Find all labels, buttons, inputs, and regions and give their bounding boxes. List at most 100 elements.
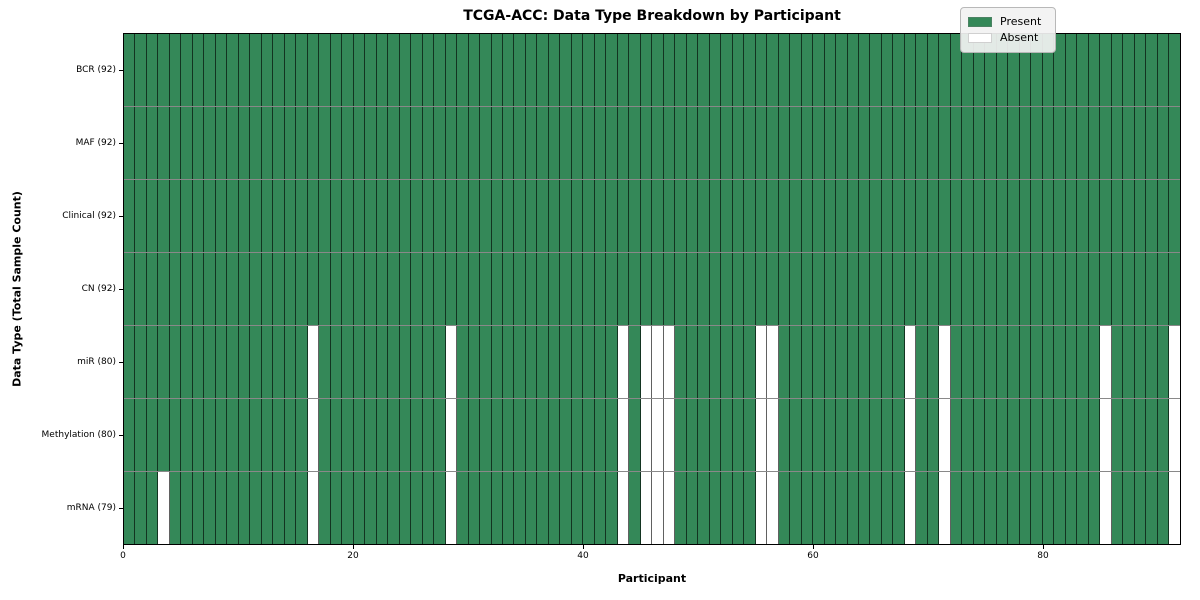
heatmap-cell	[146, 107, 159, 179]
heatmap-cell	[1065, 107, 1078, 179]
heatmap-cell	[824, 326, 837, 398]
heatmap-cell	[962, 472, 974, 544]
heatmap-cell	[376, 472, 389, 544]
heatmap-cell	[755, 399, 768, 471]
heatmap-cell	[353, 326, 366, 398]
heatmap-cell	[422, 399, 435, 471]
heatmap-cell	[319, 326, 331, 398]
heatmap-cell	[1169, 326, 1180, 398]
heatmap-cell	[675, 107, 687, 179]
heatmap-cell	[629, 326, 641, 398]
heatmap-cell	[273, 472, 285, 544]
heatmap-row	[124, 180, 1180, 253]
heatmap-cell	[135, 472, 147, 544]
heatmap-cell	[1100, 180, 1112, 252]
heatmap-cell	[135, 34, 147, 106]
heatmap-cell	[1054, 399, 1066, 471]
y-tick-mark	[119, 142, 123, 144]
heatmap-cell	[1031, 34, 1043, 106]
heatmap-cell	[158, 34, 170, 106]
heatmap-cell	[571, 326, 584, 398]
heatmap-cell	[1065, 399, 1078, 471]
heatmap-cell	[1134, 107, 1147, 179]
heatmap-cell	[1169, 399, 1180, 471]
heatmap-cell	[124, 34, 136, 106]
heatmap-cell	[732, 472, 745, 544]
heatmap-cell	[606, 253, 618, 325]
heatmap-cell	[548, 399, 561, 471]
heatmap-cell	[950, 253, 963, 325]
heatmap-cell	[457, 107, 469, 179]
heatmap-cell	[388, 472, 400, 544]
heatmap-cell	[1065, 253, 1078, 325]
heatmap-cell	[1134, 180, 1147, 252]
x-tick-label: 40	[577, 551, 589, 561]
heatmap-cell	[445, 399, 458, 471]
heatmap-cell	[273, 180, 285, 252]
heatmap-cell	[652, 326, 664, 398]
heatmap-cell	[261, 326, 274, 398]
heatmap-cell	[583, 472, 595, 544]
heatmap-cell	[950, 399, 963, 471]
heatmap-cell	[342, 326, 354, 398]
heatmap-cell	[767, 107, 779, 179]
heatmap-cell	[1019, 34, 1032, 106]
heatmap-cell	[1088, 107, 1101, 179]
heatmap-cell	[996, 34, 1009, 106]
heatmap-cell	[560, 107, 572, 179]
heatmap-cell	[594, 107, 607, 179]
heatmap-cell	[985, 107, 997, 179]
heatmap-cell	[778, 180, 791, 252]
heatmap-cell	[158, 472, 170, 544]
heatmap-cell	[1008, 180, 1020, 252]
heatmap-cell	[663, 326, 676, 398]
heatmap-cell	[146, 34, 159, 106]
heatmap-cell	[215, 107, 228, 179]
heatmap-cell	[606, 326, 618, 398]
y-tick-mark	[119, 289, 123, 290]
heatmap-cell	[973, 34, 986, 106]
heatmap-cell	[950, 180, 963, 252]
heatmap-cell	[204, 253, 216, 325]
heatmap-cell	[422, 472, 435, 544]
heatmap-cell	[1054, 34, 1066, 106]
heatmap-cell	[124, 107, 136, 179]
heatmap-cell	[548, 34, 561, 106]
heatmap-cell	[296, 34, 308, 106]
heatmap-cell	[319, 34, 331, 106]
heatmap-cell	[204, 180, 216, 252]
heatmap-cell	[1100, 472, 1112, 544]
heatmap-cell	[457, 326, 469, 398]
heatmap-cell	[709, 472, 722, 544]
heatmap-cell	[824, 34, 837, 106]
heatmap-cell	[491, 326, 503, 398]
heatmap-cell	[629, 107, 641, 179]
heatmap-cell	[881, 34, 894, 106]
heatmap-cell	[1111, 326, 1124, 398]
heatmap-cell	[169, 399, 182, 471]
heatmap-cell	[146, 253, 159, 325]
heatmap-cell	[1123, 107, 1135, 179]
heatmap-cell	[238, 399, 251, 471]
heatmap-cell	[296, 253, 308, 325]
heatmap-cell	[594, 34, 607, 106]
heatmap-cell	[158, 253, 170, 325]
heatmap-cell	[261, 34, 274, 106]
heatmap-cell	[973, 253, 986, 325]
heatmap-cell	[904, 34, 917, 106]
heatmap-cell	[859, 399, 871, 471]
heatmap-cell	[732, 253, 745, 325]
heatmap-cell	[399, 326, 412, 398]
heatmap-cell	[996, 107, 1009, 179]
heatmap-cell	[617, 472, 630, 544]
heatmap-cell	[973, 326, 986, 398]
heatmap-cell	[250, 472, 262, 544]
heatmap-cell	[1019, 472, 1032, 544]
heatmap-cell	[1146, 472, 1158, 544]
heatmap-cell	[606, 107, 618, 179]
heatmap-row	[124, 399, 1180, 472]
heatmap-cell	[698, 180, 710, 252]
heatmap-cell	[124, 472, 136, 544]
heatmap-cell	[801, 326, 814, 398]
heatmap-cell	[744, 34, 756, 106]
